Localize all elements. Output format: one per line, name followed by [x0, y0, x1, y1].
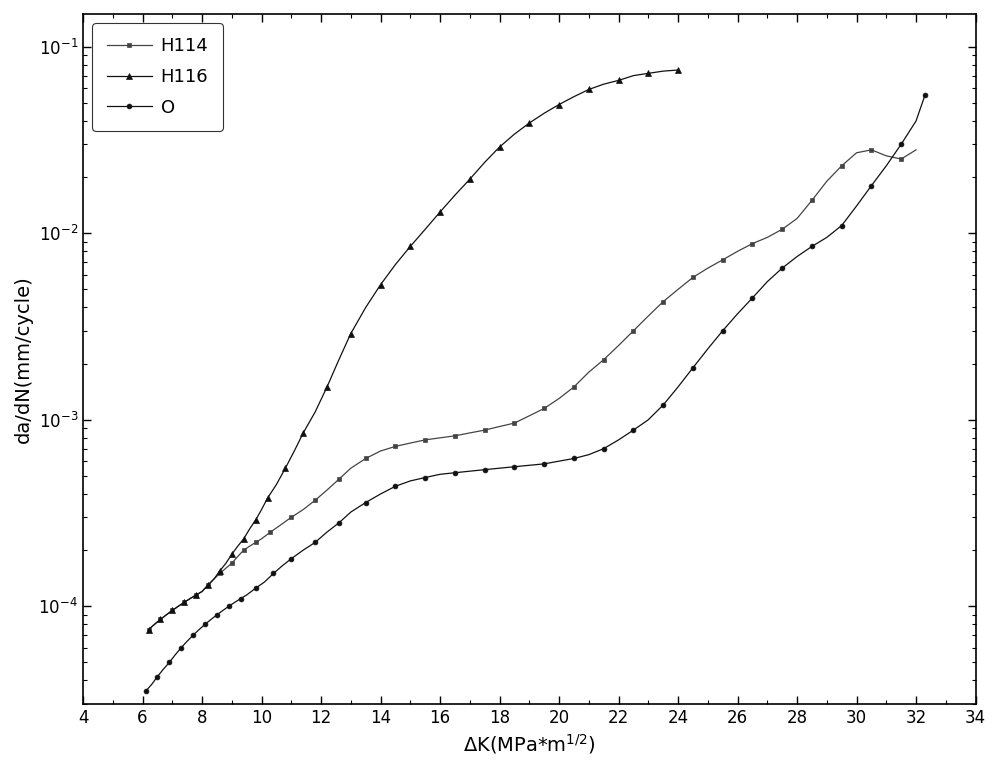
H116	[208, 574, 220, 584]
O	[199, 620, 211, 629]
H116	[672, 65, 684, 75]
H116	[419, 225, 431, 234]
O	[919, 91, 931, 100]
H116	[238, 534, 250, 544]
H114	[910, 146, 922, 155]
O	[345, 507, 357, 517]
H114	[264, 527, 276, 537]
H114	[238, 545, 250, 554]
O	[687, 363, 699, 373]
H114	[865, 146, 877, 155]
Line: O: O	[143, 92, 927, 694]
H114	[360, 454, 372, 463]
X-axis label: $\Delta$K(MPa*m$^{1/2}$): $\Delta$K(MPa*m$^{1/2}$)	[463, 732, 596, 756]
H114	[702, 263, 714, 273]
Legend: H114, H116, O: H114, H116, O	[92, 23, 223, 131]
Line: H114: H114	[146, 147, 918, 632]
O	[389, 482, 401, 491]
H114	[172, 601, 184, 611]
Y-axis label: da/dN(mm/cycle): da/dN(mm/cycle)	[14, 275, 33, 443]
H116	[657, 66, 669, 75]
H116	[464, 175, 476, 184]
H116	[232, 541, 244, 551]
H114	[143, 625, 155, 634]
O	[865, 181, 877, 190]
Line: H116: H116	[146, 67, 681, 632]
H114	[836, 161, 848, 170]
H116	[143, 625, 155, 634]
O	[229, 598, 241, 607]
O	[140, 687, 152, 696]
